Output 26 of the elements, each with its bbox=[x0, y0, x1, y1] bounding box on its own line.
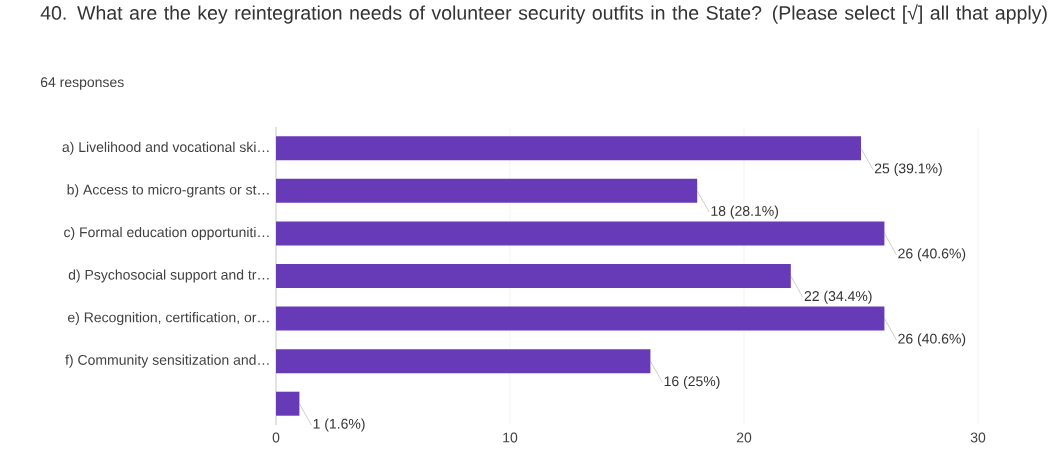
data-label: 26 (40.6%) bbox=[898, 333, 966, 347]
y-tick-label: b) Access to micro-grants or st… bbox=[67, 184, 269, 198]
y-tick-label: d) Psychosocial support and tr… bbox=[68, 269, 269, 283]
bar bbox=[276, 221, 885, 246]
y-tick-label: a) Livelihood and vocational ski… bbox=[62, 141, 269, 155]
bar bbox=[276, 306, 885, 331]
data-label: 25 (39.1%) bbox=[874, 163, 942, 177]
bar bbox=[276, 391, 300, 416]
x-tick-label: 0 bbox=[272, 432, 280, 443]
data-label: 22 (34.4%) bbox=[804, 290, 872, 304]
data-label: 26 (40.6%) bbox=[898, 248, 966, 262]
chart-title: 40. What are the key reintegration needs of volunteer security outfits in the State? (Please select [√] all that apply) bbox=[40, 4, 1047, 24]
y-tick-label: c) Formal education opportuniti… bbox=[64, 226, 269, 240]
x-tick-label: 10 bbox=[503, 432, 518, 443]
y-tick-label: e) Recognition, certification, or… bbox=[67, 312, 269, 326]
data-label: 1 (1.6%) bbox=[313, 418, 365, 432]
x-tick-label: 20 bbox=[736, 432, 752, 443]
bar bbox=[276, 349, 651, 374]
y-tick-label: f) Community sensitization and… bbox=[65, 354, 269, 368]
text: 64 responses bbox=[40, 77, 124, 90]
bar bbox=[276, 263, 791, 288]
bar bbox=[276, 178, 698, 203]
bar bbox=[276, 136, 862, 161]
data-label: 16 (25%) bbox=[664, 375, 720, 389]
x-tick-label: 30 bbox=[970, 432, 986, 443]
data-label: 18 (28.1%) bbox=[711, 205, 778, 219]
